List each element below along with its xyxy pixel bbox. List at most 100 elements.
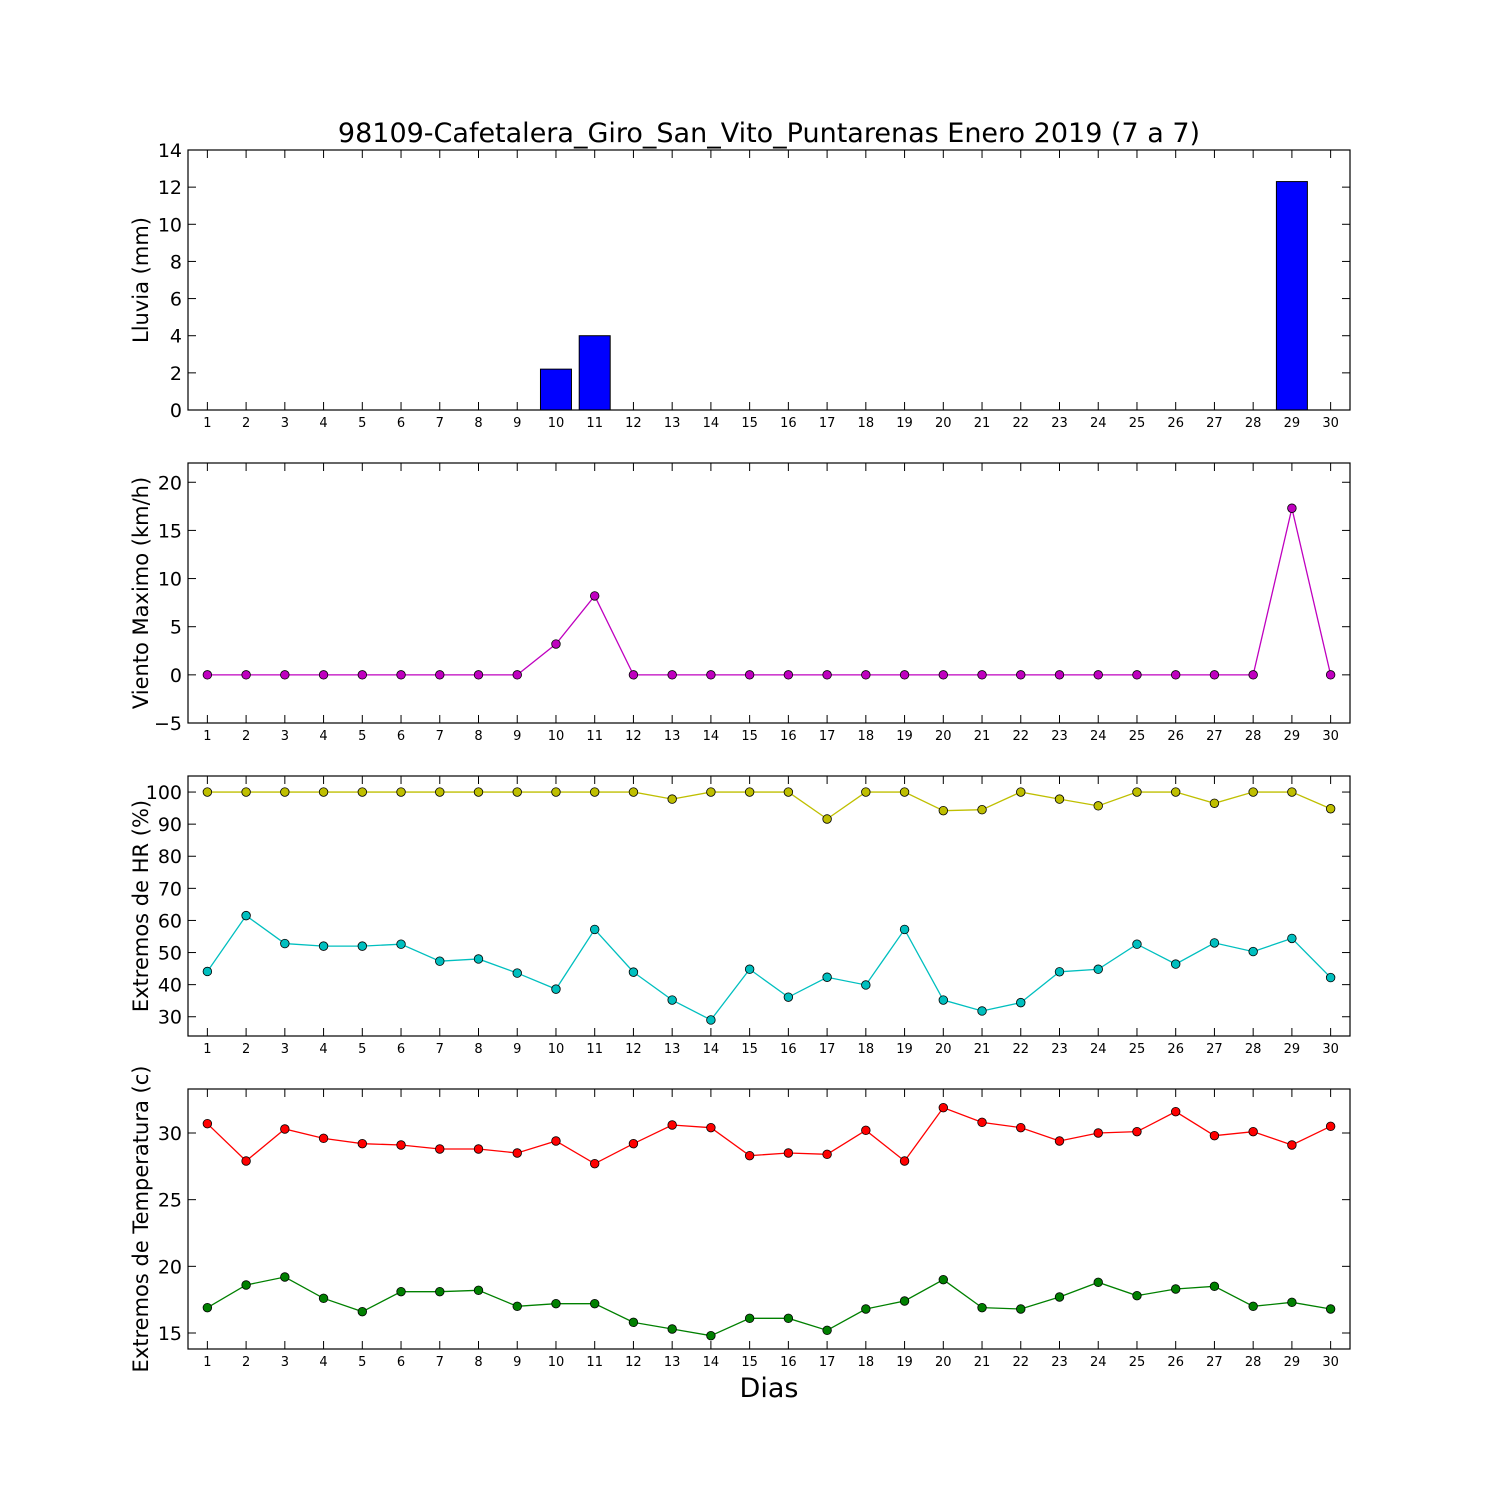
x-tick-label: 24: [1090, 729, 1107, 744]
data-point: [396, 1286, 406, 1297]
data-point: [1054, 1292, 1065, 1302]
data-point: [241, 1156, 251, 1166]
x-tick-label: 19: [896, 416, 913, 431]
bar: [578, 335, 611, 411]
y-tick-label: 15: [158, 520, 182, 542]
x-tick-label: 15: [741, 416, 758, 431]
data-point: [241, 1280, 251, 1290]
x-tick-label: 4: [319, 416, 327, 431]
x-tick-label: 24: [1090, 416, 1107, 431]
x-tick-label: 6: [397, 1042, 405, 1057]
data-point: [1209, 798, 1220, 808]
x-tick-label: 19: [896, 1355, 913, 1370]
data-point: [1248, 787, 1258, 797]
x-tick-label: 3: [281, 729, 289, 744]
data-point: [590, 1158, 600, 1169]
data-point: [1132, 1126, 1142, 1137]
data-point: [396, 787, 406, 797]
x-tick-label: 20: [935, 1042, 952, 1057]
data-point: [318, 1133, 329, 1144]
x-tick-label: 26: [1167, 1355, 1184, 1370]
x-tick-label: 14: [703, 1042, 720, 1057]
x-tick-label: 20: [935, 729, 952, 744]
data-point: [512, 670, 522, 680]
data-point: [706, 1330, 716, 1341]
y-tick-label: 70: [158, 878, 182, 900]
x-tick-label: 28: [1245, 1355, 1262, 1370]
y-tick-label: 2: [170, 363, 182, 385]
x-tick-label: 5: [358, 416, 366, 431]
data-point: [1209, 1281, 1220, 1292]
y-tick-label: 80: [158, 846, 182, 868]
x-tick-label: 14: [703, 1355, 720, 1370]
y-tick-label: 12: [158, 177, 182, 199]
data-point: [357, 1306, 368, 1317]
y-tick-label: 90: [158, 814, 182, 836]
x-tick-label: 11: [586, 1042, 603, 1057]
x-tick-label: 13: [664, 1042, 681, 1057]
data-point: [706, 1122, 716, 1133]
x-tick-label: 2: [242, 416, 250, 431]
x-tick-label: 11: [586, 1355, 603, 1370]
data-point: [241, 787, 251, 797]
x-tick-label: 17: [819, 729, 836, 744]
data-point: [783, 1313, 794, 1324]
data-point: [357, 787, 368, 797]
data-point: [1132, 1290, 1142, 1301]
y-tick-label: 40: [158, 975, 182, 997]
x-tick-label: 15: [741, 1042, 758, 1057]
data-point: [861, 980, 871, 990]
y-tick-label: 5: [170, 617, 182, 639]
data-point: [202, 1118, 213, 1129]
data-point: [1248, 670, 1258, 680]
x-tick-label: 20: [935, 416, 952, 431]
data-point: [977, 670, 987, 680]
data-point: [1209, 938, 1220, 948]
data-point: [822, 1325, 832, 1336]
data-point: [202, 1302, 213, 1313]
x-tick-label: 30: [1322, 729, 1339, 744]
data-point: [977, 1302, 987, 1313]
data-point: [861, 670, 871, 680]
x-tick-label: 10: [548, 1042, 565, 1057]
x-tick-label: 25: [1129, 1042, 1146, 1057]
plot-frame: [187, 775, 1351, 1037]
data-point: [551, 639, 561, 649]
data-point: [551, 984, 561, 994]
data-point: [318, 787, 329, 797]
data-point: [590, 591, 600, 601]
data-point: [899, 1296, 910, 1306]
x-tick-label: 25: [1129, 729, 1146, 744]
x-tick-label: 15: [741, 729, 758, 744]
data-point: [1093, 1128, 1103, 1138]
data-point: [977, 1117, 987, 1128]
data-point: [1325, 804, 1336, 814]
data-point: [822, 1149, 832, 1160]
data-point: [473, 1285, 484, 1296]
data-point: [628, 670, 639, 680]
data-point: [280, 670, 290, 680]
data-point: [1170, 670, 1181, 680]
x-tick-label: 5: [358, 1355, 366, 1370]
y-tick-label: 8: [170, 251, 182, 273]
data-point: [938, 1274, 949, 1285]
x-tick-label: 13: [664, 416, 681, 431]
data-point: [667, 794, 677, 804]
data-point: [280, 938, 290, 949]
data-point: [822, 814, 832, 824]
series-line-1: [207, 508, 1332, 676]
data-point: [938, 805, 949, 816]
x-tick-label: 23: [1051, 1355, 1068, 1370]
x-tick-label: 21: [974, 1042, 991, 1057]
y-tick-label: 0: [170, 400, 182, 422]
x-tick-label: 28: [1245, 1042, 1262, 1057]
data-point: [706, 787, 716, 797]
x-tick-label: 23: [1051, 416, 1068, 431]
data-point: [1054, 967, 1065, 977]
data-point: [744, 1150, 755, 1161]
x-tick-label: 1: [203, 1355, 211, 1370]
data-point: [822, 670, 832, 680]
data-point: [1132, 670, 1142, 680]
data-point: [512, 1148, 522, 1158]
data-point: [1132, 939, 1142, 949]
